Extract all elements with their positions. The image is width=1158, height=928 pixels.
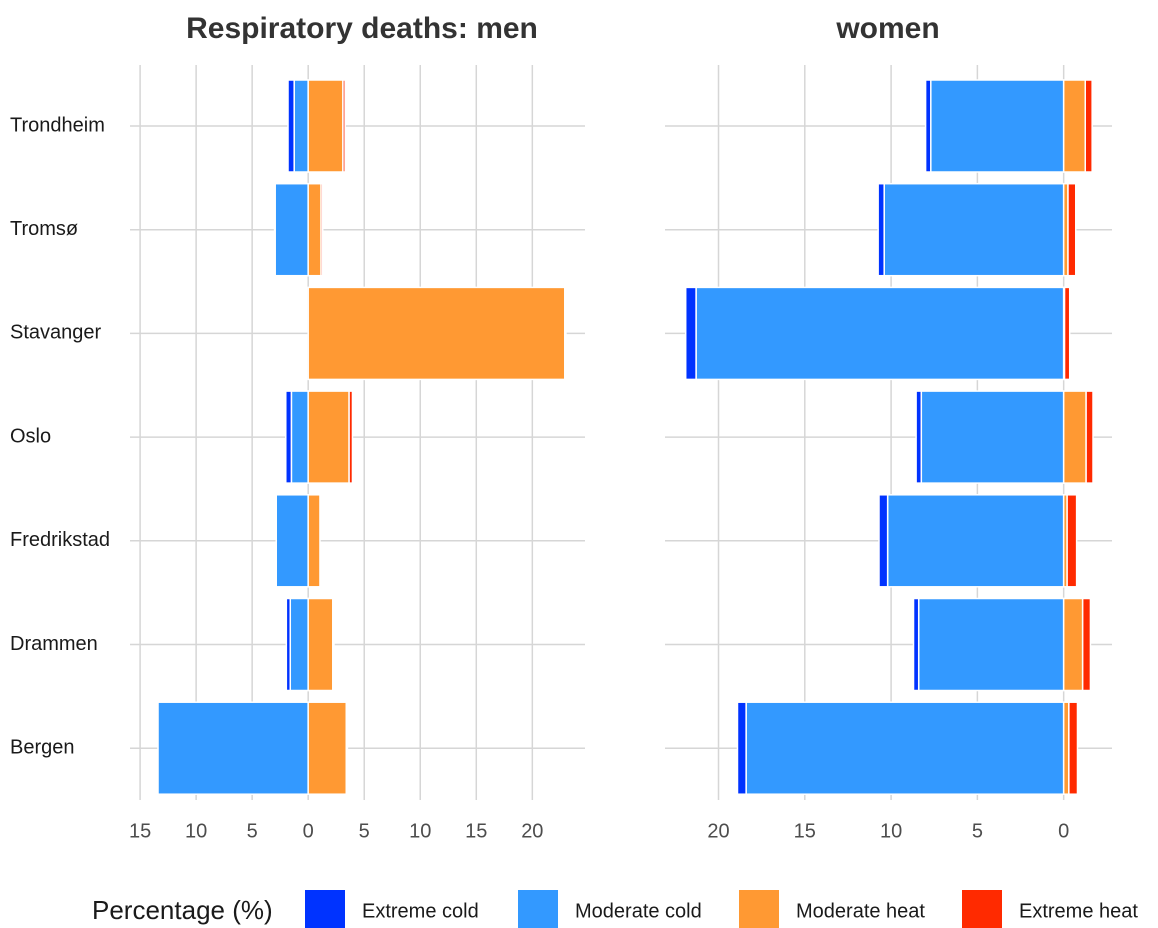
bar-segment [745,701,1065,795]
bar-segment [886,494,1065,588]
bar-segment [930,79,1065,173]
bar-segment [915,390,923,484]
legend-label: Extreme heat [1019,900,1138,922]
bar-segment [877,182,885,277]
x-tick-label: 15 [129,820,151,842]
bar-segment [307,286,566,381]
y-tick-label: Bergen [10,736,75,758]
x-tick-label: 20 [521,820,543,842]
bar-segment [736,701,747,795]
x-tick-label: 10 [185,820,207,842]
bar-segment [924,79,932,173]
legend-label: Moderate heat [796,900,925,922]
bar-segment [1062,597,1084,692]
bar-segment [1062,390,1087,484]
bar-segment [332,597,335,692]
bar-segment [883,182,1065,277]
bar-segment [1066,494,1078,588]
bar-segment [1063,286,1071,381]
bar-segment [307,597,334,692]
x-tick-label: 5 [972,820,983,842]
bar-segment [1062,79,1086,173]
x-tick-label: 10 [409,820,431,842]
legend-label: Extreme cold [362,900,479,922]
bar-segment [1081,597,1092,692]
bar-segment [342,79,346,173]
bar-segment [293,79,309,173]
y-tick-label: Stavanger [10,322,102,344]
x-tick-label: 15 [465,820,487,842]
bar-segment [917,597,1065,692]
bar-segment [287,79,295,173]
bar-segment [345,701,349,795]
bar-segment [274,182,309,277]
bar-segment [1067,182,1077,277]
y-tick-label: Drammen [10,633,98,655]
bar-segment [920,390,1065,484]
legend-label: Moderate cold [575,900,702,922]
x-tick-label: 0 [1058,820,1069,842]
y-tick-label: Trondheim [10,114,105,136]
bar-segment [307,182,322,277]
bar-segment [307,494,321,588]
bar-segment [1084,79,1093,173]
bar-segment [912,597,920,692]
x-tick-label: 0 [303,820,314,842]
y-tick-label: Tromsø [10,218,78,240]
bar-segment [878,494,889,588]
bar-segment [1068,701,1079,795]
x-tick-label: 15 [794,820,816,842]
bar-segment [1062,701,1070,795]
panel-title: Respiratory deaths: men [186,12,538,45]
bar-segment [290,390,309,484]
bar-segment [273,182,276,277]
legend-swatch [962,890,1002,928]
bar-segment [320,182,324,277]
x-tick-label: 10 [880,820,902,842]
panel-title: women [835,12,939,45]
y-tick-label: Oslo [10,425,51,447]
bar-segment [684,286,697,381]
x-tick-label: 5 [359,820,370,842]
bar-segment [285,597,292,692]
bar-segment [289,597,309,692]
y-tick-label: Fredrikstad [10,529,110,551]
bar-segment [1085,390,1094,484]
x-tick-label: 5 [247,820,258,842]
x-tick-label: 20 [707,820,729,842]
legend-swatch [305,890,345,928]
legend-swatch [739,890,779,928]
bar-segment [275,494,309,588]
bar-segment [564,286,567,381]
bar-segment [307,79,344,173]
legend-title: Percentage (%) [92,895,273,925]
bar-segment [307,701,348,795]
legend-swatch [518,890,558,928]
bar-segment [307,390,350,484]
bar-segment [157,701,309,795]
bar-segment [695,286,1065,381]
bar-segment [348,390,354,484]
bar-segment [285,390,293,484]
